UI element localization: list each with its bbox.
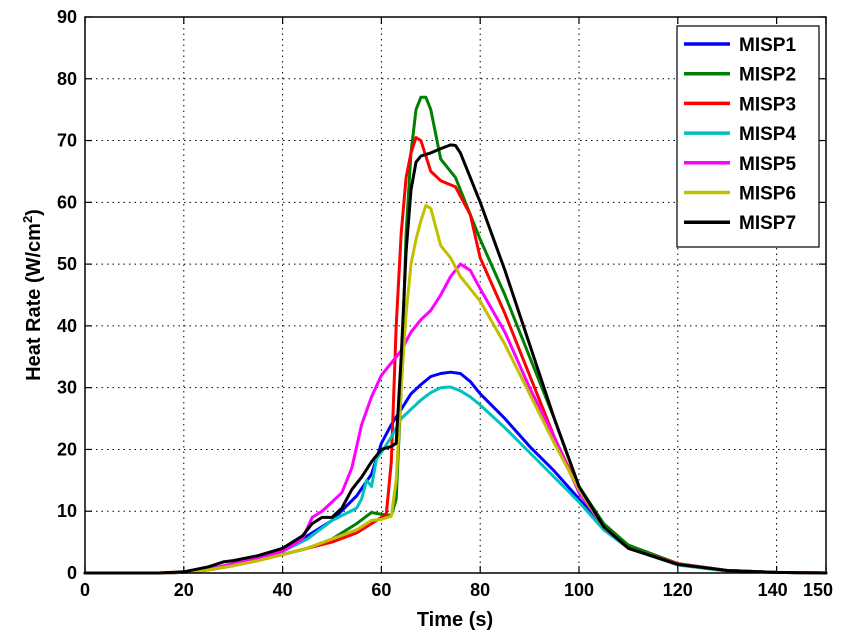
y-tick-label: 60 — [57, 192, 77, 212]
legend-label: MISP3 — [739, 94, 796, 115]
y-tick-label: 90 — [57, 7, 77, 27]
legend: MISP1 MISP2 MISP3 MISP4 MISP5 MISP6 MISP7 — [676, 25, 820, 248]
y-axis-title-end: ) — [23, 209, 45, 216]
grid — [85, 17, 826, 573]
y-tick-label: 50 — [57, 254, 77, 274]
y-tick-label: 10 — [57, 501, 77, 521]
x-tick-label: 40 — [273, 580, 293, 600]
legend-box — [676, 25, 820, 248]
x-tick-label: 80 — [470, 580, 490, 600]
series-line-misp7 — [83, 143, 828, 575]
y-tick-label: 40 — [57, 316, 77, 336]
x-tick-label: 20 — [174, 580, 194, 600]
x-tick-label: 140 — [758, 580, 788, 600]
plot-frame — [84, 16, 827, 574]
y-tick-label: 30 — [57, 378, 77, 398]
x-axis-title: Time (s) — [417, 609, 493, 631]
x-tick-label: 60 — [371, 580, 391, 600]
x-tick-labels: 0 20 40 60 80 100 120 140 150 — [80, 580, 833, 600]
legend-label: MISP6 — [739, 184, 796, 205]
y-tick-label: 20 — [57, 439, 77, 459]
y-tick-label: 70 — [57, 131, 77, 151]
legend-label: MISP7 — [739, 213, 796, 234]
y-axis-title: Heat Rate (W/cm2) — [20, 209, 45, 381]
series-group — [83, 95, 828, 575]
y-axis-title-main: Heat Rate (W/cm — [23, 223, 45, 381]
x-tick-label: 120 — [663, 580, 693, 600]
x-tick-label: 100 — [564, 580, 594, 600]
axis-ticks — [84, 16, 827, 574]
x-tick-label: 150 — [803, 580, 833, 600]
y-tick-labels: 0 10 20 30 40 50 60 70 80 90 — [57, 7, 77, 583]
legend-label: MISP4 — [739, 124, 796, 145]
x-tick-label: 0 — [80, 580, 90, 600]
legend-label: MISP1 — [739, 35, 796, 56]
y-tick-label: 0 — [67, 563, 77, 583]
legend-label: MISP2 — [739, 65, 796, 86]
legend-label: MISP5 — [739, 154, 796, 175]
y-tick-label: 80 — [57, 69, 77, 89]
y-axis-title-sup: 2 — [20, 216, 35, 223]
